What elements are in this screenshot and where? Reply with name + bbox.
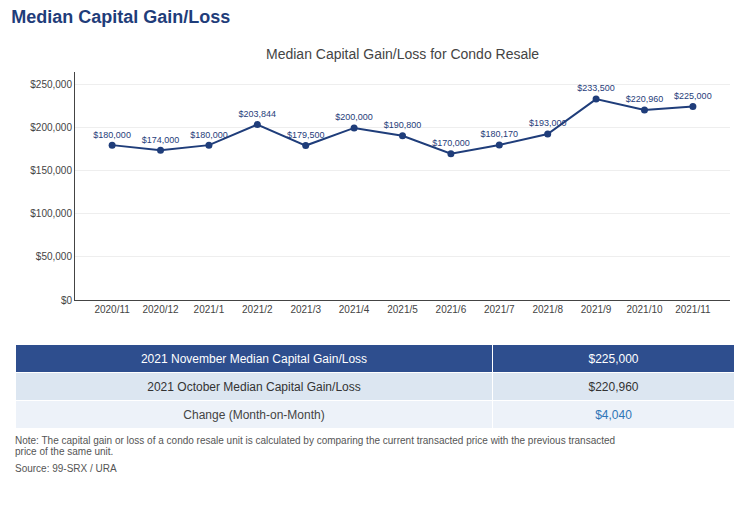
svg-text:2021/4: 2021/4	[339, 304, 370, 315]
svg-text:$180,000: $180,000	[190, 130, 228, 140]
svg-text:$170,000: $170,000	[432, 138, 470, 148]
svg-text:$220,960: $220,960	[626, 94, 664, 104]
svg-text:$180,170: $180,170	[481, 129, 519, 139]
html-text:Note: The capital gain or loss: Note: The capital gain or loss of a cond…	[15, 435, 616, 457]
html-text:2021 October Median Capital Ga: 2021 October Median Capital Gain/Loss	[147, 379, 361, 394]
svg-text:$50,000: $50,000	[36, 251, 73, 262]
svg-text:Median Capital Gain/Loss for C: Median Capital Gain/Loss for Condo Resal…	[266, 46, 539, 62]
html-text:$220,960: $220,960	[588, 379, 639, 394]
svg-text:$150,000: $150,000	[30, 165, 72, 176]
svg-text:Median Capital Gain/Loss: Median Capital Gain/Loss	[11, 7, 230, 27]
html-text:2021 November Median Capital G: 2021 November Median Capital Gain/Loss	[140, 351, 368, 366]
svg-text:2020/12: 2020/12	[142, 304, 179, 315]
svg-text:2021/10: 2021/10	[626, 304, 663, 315]
svg-text:2021/7: 2021/7	[484, 304, 515, 315]
svg-text:2021/2: 2021/2	[242, 304, 273, 315]
svg-text:$200,000: $200,000	[335, 112, 373, 122]
html-text:$225,000: $225,000	[588, 351, 639, 366]
html-text:Change (Month-on-Month): Change (Month-on-Month)	[183, 407, 325, 422]
svg-text:2021/1: 2021/1	[194, 304, 225, 315]
svg-text:2021/9: 2021/9	[581, 304, 612, 315]
html-text:Source: 99-SRX / URA: Source: 99-SRX / URA	[15, 463, 117, 474]
svg-text:2020/11: 2020/11	[94, 304, 130, 315]
svg-text:$180,000: $180,000	[93, 130, 131, 140]
svg-text:2021/8: 2021/8	[532, 304, 563, 315]
svg-text:2021/11: 2021/11	[675, 304, 711, 315]
svg-text:$174,000: $174,000	[142, 135, 180, 145]
svg-text:$200,000: $200,000	[30, 122, 72, 133]
svg-text:$233,500: $233,500	[577, 83, 615, 93]
html-text:$4,040: $4,040	[595, 407, 632, 422]
svg-text:$100,000: $100,000	[30, 208, 72, 219]
svg-text:$190,800: $190,800	[384, 120, 422, 130]
svg-text:$0: $0	[61, 295, 73, 306]
svg-text:$250,000: $250,000	[30, 79, 72, 90]
svg-text:$225,000: $225,000	[674, 91, 712, 101]
svg-text:$203,844: $203,844	[239, 109, 277, 119]
svg-text:$179,500: $179,500	[287, 130, 325, 140]
svg-text:2021/6: 2021/6	[436, 304, 467, 315]
svg-text:$193,000: $193,000	[529, 118, 567, 128]
svg-text:2021/5: 2021/5	[387, 304, 418, 315]
svg-text:2021/3: 2021/3	[290, 304, 321, 315]
